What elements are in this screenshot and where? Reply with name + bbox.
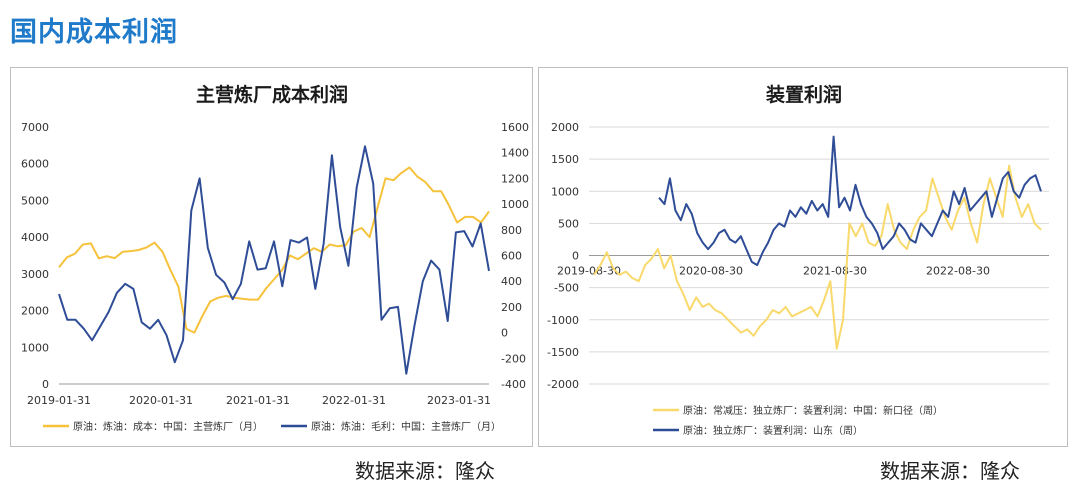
chart2-y-tick-label: 1500 <box>551 153 579 166</box>
source-label-right: 数据来源：隆众 <box>880 459 1020 483</box>
chart2-legend-label-1: 原油：常减压：独立炼厂：装置利润：中国：新口径（周） <box>683 404 943 417</box>
chart1-svg: 主营炼厂成本利润01000200030004000500060007000-40… <box>21 83 529 433</box>
chart2-x-tick-label: 2019-08-30 <box>557 265 621 278</box>
chart2-x-tick-label: 2020-08-30 <box>679 265 743 278</box>
chart1-series-line-1 <box>58 166 490 334</box>
chart1-right-tick-label: 200 <box>501 301 522 314</box>
chart1-x-tick-label: 2021-01-31 <box>226 394 290 407</box>
chart1-right-tick-label: -200 <box>501 352 526 365</box>
chart1-x-tick-label: 2022-01-31 <box>322 394 386 407</box>
chart2-y-tick-label: 1000 <box>551 185 579 198</box>
chart2-svg: 装置利润 -2000 -1500 -1000 -500 0 500 1000 1500 2000 2… <box>547 83 1049 437</box>
chart1-legend-label-1: 原油：炼油：成本：中国：主营炼厂（月） <box>73 420 263 433</box>
page-title: 国内成本利润 <box>10 17 178 48</box>
chart2-y-tick-label: -1500 <box>547 346 579 359</box>
chart1-right-tick-label: 0 <box>501 327 508 340</box>
chart2-x-tick-label: 2021-08-30 <box>803 265 867 278</box>
chart1-series-line-2 <box>58 145 490 375</box>
chart2-y-tick-label: 2000 <box>551 121 579 134</box>
chart1-right-tick-label: 1200 <box>501 172 529 185</box>
chart1-left-tick-label: 2000 <box>21 305 49 318</box>
chart2-y-tick-label: -500 <box>554 282 579 295</box>
unit-profit-chart: 装置利润 -2000 -1500 -1000 -500 0 500 1000 1500 2000 2… <box>538 67 1068 447</box>
chart1-left-tick-label: 1000 <box>21 341 49 354</box>
chart1-left-tick-label: 5000 <box>21 194 49 207</box>
chart2-y-tick-label: 500 <box>558 217 579 230</box>
chart1-right-tick-label: -400 <box>501 378 526 391</box>
chart1-x-tick-label: 2023-01-31 <box>427 394 491 407</box>
refinery-cost-profit-chart: 主营炼厂成本利润 0 1000 2000 3000 4000 5000 6000 7000 -40… <box>10 67 533 447</box>
chart1-right-tick-label: 1000 <box>501 198 529 211</box>
chart2-x-tick-label: 2022-08-30 <box>926 265 990 278</box>
chart2-y-tick-label: 0 <box>572 250 579 263</box>
chart1-x-tick-label: 2020-01-31 <box>129 394 193 407</box>
chart1-right-tick-label: 400 <box>501 275 522 288</box>
chart2-title: 装置利润 <box>765 83 842 106</box>
chart2-series-line-1 <box>593 164 1042 350</box>
chart1-title: 主营炼厂成本利润 <box>196 83 348 106</box>
chart1-right-tick-label: 1400 <box>501 147 529 160</box>
chart1-right-tick-label: 800 <box>501 224 522 237</box>
chart1-left-tick-label: 0 <box>42 378 49 391</box>
chart1-left-tick-label: 6000 <box>21 158 49 171</box>
source-label-left: 数据来源：隆众 <box>355 459 495 483</box>
chart2-series-line-2 <box>658 135 1042 267</box>
chart1-left-tick-label: 4000 <box>21 231 49 244</box>
chart1-x-tick-label: 2019-01-31 <box>27 394 91 407</box>
chart2-y-tick-label: -2000 <box>547 378 579 391</box>
chart1-right-tick-label: 600 <box>501 250 522 263</box>
chart2-y-tick-label: -1000 <box>547 314 579 327</box>
chart1-legend-label-2: 原油：炼油：毛利：中国：主营炼厂（月） <box>311 420 501 433</box>
chart1-left-tick-label: 7000 <box>21 121 49 134</box>
chart1-right-tick-label: 1600 <box>501 121 529 134</box>
chart2-legend-label-2: 原油：独立炼厂：装置利润：山东（周） <box>683 424 863 437</box>
chart1-left-tick-label: 3000 <box>21 268 49 281</box>
